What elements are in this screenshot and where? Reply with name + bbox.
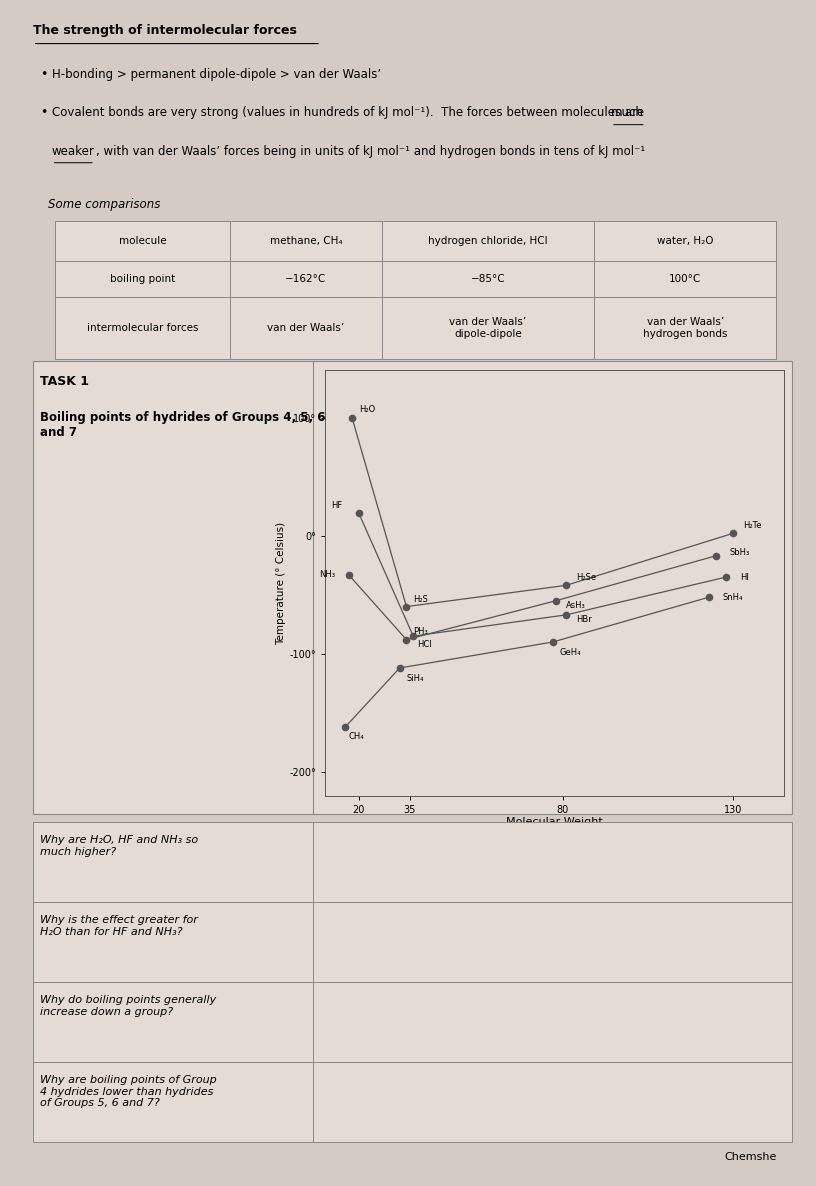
FancyBboxPatch shape <box>33 822 313 903</box>
FancyBboxPatch shape <box>55 296 230 358</box>
FancyBboxPatch shape <box>33 903 313 982</box>
Text: The strength of intermolecular forces: The strength of intermolecular forces <box>33 24 296 37</box>
FancyBboxPatch shape <box>594 261 776 296</box>
FancyBboxPatch shape <box>33 1063 313 1142</box>
Text: −85°C: −85°C <box>471 274 505 285</box>
Text: −162°C: −162°C <box>286 274 326 285</box>
Text: 100°C: 100°C <box>669 274 702 285</box>
Text: van der Waals’
hydrogen bonds: van der Waals’ hydrogen bonds <box>643 317 728 338</box>
Text: methane, CH₄: methane, CH₄ <box>269 236 342 247</box>
Text: H-bonding > permanent dipole-dipole > van der Waals’: H-bonding > permanent dipole-dipole > va… <box>51 69 381 82</box>
Text: Boiling points of hydrides of Groups 4, 5, 6
and 7: Boiling points of hydrides of Groups 4, … <box>40 412 326 439</box>
FancyBboxPatch shape <box>230 222 382 261</box>
Text: •: • <box>40 69 47 82</box>
FancyBboxPatch shape <box>313 903 792 982</box>
FancyBboxPatch shape <box>230 296 382 358</box>
Text: Why are H₂O, HF and NH₃ so
much higher?: Why are H₂O, HF and NH₃ so much higher? <box>40 835 198 856</box>
Text: Some comparisons: Some comparisons <box>48 198 160 211</box>
FancyBboxPatch shape <box>382 222 594 261</box>
Text: TASK 1: TASK 1 <box>40 375 89 388</box>
FancyBboxPatch shape <box>313 982 792 1063</box>
FancyBboxPatch shape <box>230 261 382 296</box>
Text: Why are boiling points of Group
4 hydrides lower than hydrides
of Groups 5, 6 an: Why are boiling points of Group 4 hydrid… <box>40 1076 217 1109</box>
Text: van der Waals’: van der Waals’ <box>267 323 344 333</box>
Text: Covalent bonds are very strong (values in hundreds of kJ mol⁻¹).  The forces bet: Covalent bonds are very strong (values i… <box>51 107 647 120</box>
Text: Chemshe: Chemshe <box>724 1152 776 1162</box>
Text: much: much <box>611 107 644 120</box>
Text: water, H₂O: water, H₂O <box>657 236 713 247</box>
Text: •: • <box>40 107 47 120</box>
FancyBboxPatch shape <box>594 296 776 358</box>
FancyBboxPatch shape <box>313 822 792 903</box>
Text: weaker: weaker <box>51 145 95 158</box>
Text: Why do boiling points generally
increase down a group?: Why do boiling points generally increase… <box>40 995 216 1016</box>
Text: hydrogen chloride, HCl: hydrogen chloride, HCl <box>428 236 548 247</box>
Text: boiling point: boiling point <box>110 274 175 285</box>
FancyBboxPatch shape <box>33 362 792 814</box>
Text: van der Waals’
dipole-dipole: van der Waals’ dipole-dipole <box>450 317 526 338</box>
FancyBboxPatch shape <box>382 261 594 296</box>
FancyBboxPatch shape <box>33 982 313 1063</box>
FancyBboxPatch shape <box>55 222 230 261</box>
Text: molecule: molecule <box>119 236 166 247</box>
FancyBboxPatch shape <box>594 222 776 261</box>
Text: intermolecular forces: intermolecular forces <box>87 323 198 333</box>
FancyBboxPatch shape <box>55 261 230 296</box>
FancyBboxPatch shape <box>313 1063 792 1142</box>
Text: , with van der Waals’ forces being in units of kJ mol⁻¹ and hydrogen bonds in te: , with van der Waals’ forces being in un… <box>96 145 645 158</box>
Text: Why is the effect greater for
H₂O than for HF and NH₃?: Why is the effect greater for H₂O than f… <box>40 916 198 937</box>
FancyBboxPatch shape <box>382 296 594 358</box>
